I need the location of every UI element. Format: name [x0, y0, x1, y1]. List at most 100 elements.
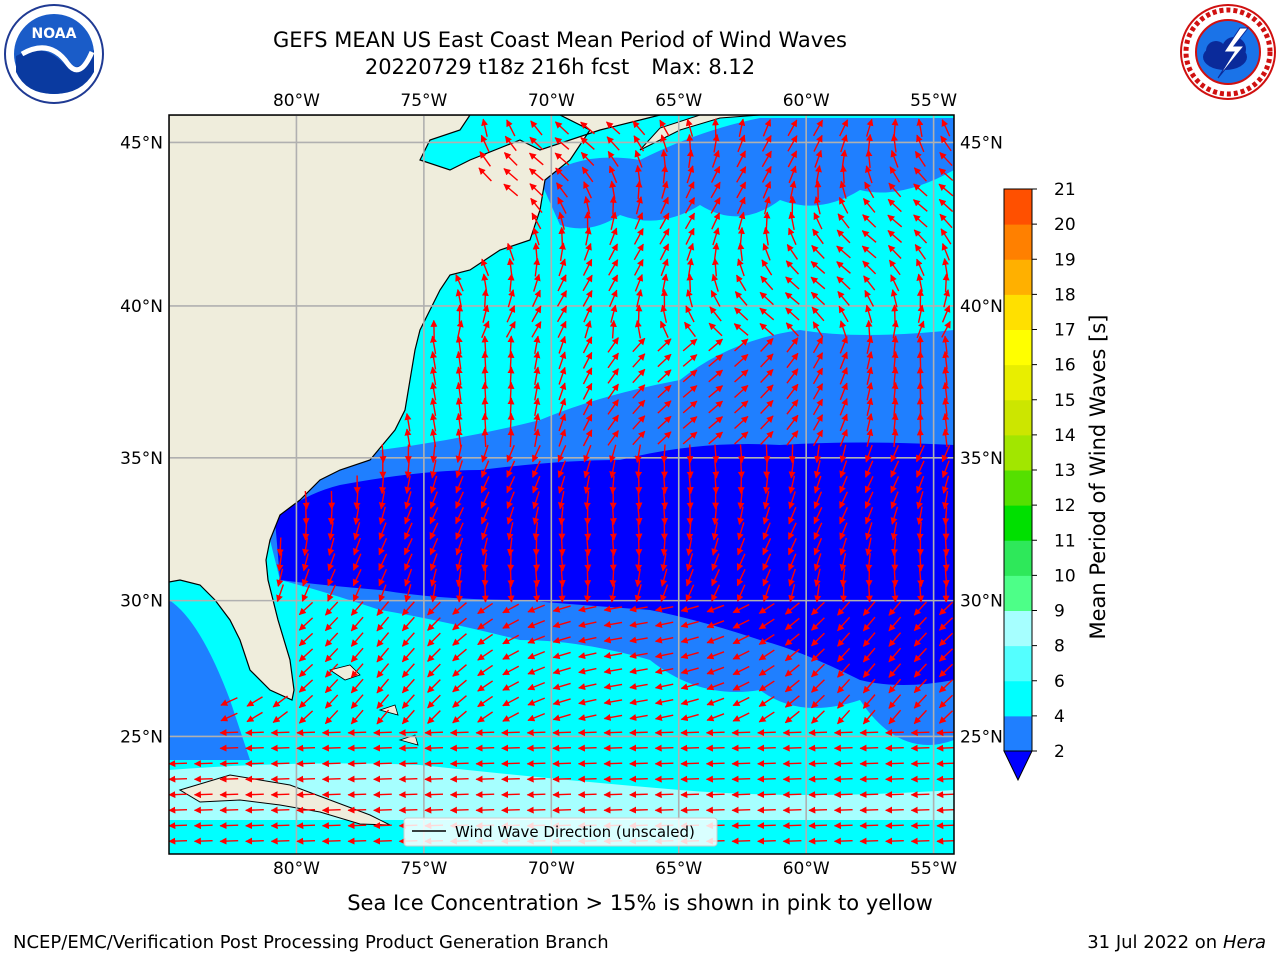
wave-direction-arrow	[321, 837, 341, 845]
wave-direction-arrow	[684, 197, 696, 214]
wave-direction-arrow	[558, 242, 566, 261]
wave-direction-arrow	[533, 366, 541, 385]
wave-direction-arrow	[786, 383, 799, 400]
wave-direction-arrow	[680, 605, 699, 613]
wave-direction-arrow	[245, 791, 264, 799]
wave-direction-arrow	[685, 181, 695, 199]
wave-direction-arrow	[609, 289, 618, 308]
wave-direction-arrow	[603, 744, 623, 752]
wave-direction-arrow	[246, 711, 263, 723]
wave-direction-arrow	[502, 665, 520, 676]
wave-direction-arrow	[270, 729, 290, 737]
wave-direction-arrow	[761, 150, 772, 168]
wave-direction-arrow	[938, 663, 954, 678]
wave-direction-arrow	[373, 760, 392, 768]
wave-direction-arrow	[429, 522, 439, 540]
wave-direction-arrow	[916, 475, 925, 494]
wave-direction-arrow	[836, 261, 851, 274]
wave-direction-arrow	[629, 621, 648, 628]
wave-direction-arrow	[578, 652, 597, 660]
wave-direction-arrow	[531, 445, 541, 463]
wave-direction-arrow	[324, 694, 339, 709]
wave-direction-arrow	[888, 647, 902, 663]
wave-direction-arrow	[527, 682, 546, 691]
lat-tick-label-left: 35°N	[120, 449, 163, 469]
wave-direction-arrow	[885, 775, 904, 783]
wave-direction-arrow	[685, 118, 694, 137]
wave-direction-arrow	[378, 506, 386, 525]
colorbar-segment	[1004, 610, 1032, 647]
wave-direction-arrow	[429, 475, 438, 494]
wave-direction-arrow	[917, 304, 925, 323]
lat-tick-label-left: 40°N	[120, 297, 163, 317]
wave-direction-arrow	[686, 149, 694, 169]
wave-direction-arrow	[582, 336, 593, 354]
wave-direction-arrow	[603, 621, 623, 628]
wave-direction-arrow	[481, 118, 489, 137]
wave-direction-arrow	[813, 134, 823, 152]
wave-direction-arrow	[270, 822, 290, 830]
wave-direction-arrow	[276, 537, 284, 557]
wave-direction-arrow	[634, 568, 642, 588]
wave-direction-arrow	[246, 696, 263, 707]
wave-direction-arrow	[916, 506, 924, 526]
wave-direction-arrow	[865, 522, 873, 541]
wave-direction-arrow	[557, 475, 566, 494]
wave-direction-arrow	[583, 305, 592, 323]
wave-direction-arrow	[376, 616, 390, 632]
colorbar-segment	[1004, 399, 1032, 436]
wave-direction-arrow	[734, 307, 749, 321]
lat-tick-label-right: 30°N	[960, 592, 1003, 612]
wave-direction-arrow	[810, 261, 826, 274]
wave-direction-arrow	[533, 257, 541, 277]
wave-direction-arrow	[429, 568, 437, 587]
wave-direction-arrow	[760, 430, 774, 446]
wave-direction-arrow	[427, 632, 441, 647]
wave-direction-arrow	[731, 822, 751, 830]
wave-direction-arrow	[321, 760, 341, 768]
wave-direction-arrow	[654, 714, 674, 721]
wave-direction-arrow	[785, 307, 800, 321]
wave-direction-arrow	[654, 683, 674, 690]
wave-direction-arrow	[737, 490, 745, 510]
wave-direction-arrow	[654, 605, 674, 613]
wave-direction-arrow	[376, 709, 390, 725]
wave-direction-arrow	[913, 616, 928, 632]
wave-direction-arrow	[940, 228, 952, 245]
wave-direction-arrow	[347, 837, 367, 845]
wave-direction-arrow	[373, 744, 392, 752]
wave-direction-arrow	[711, 257, 719, 277]
wave-direction-arrow	[941, 460, 950, 479]
wave-direction-arrow	[481, 288, 489, 308]
wave-direction-arrow	[350, 694, 364, 709]
lon-tick-label-bottom: 65°W	[655, 859, 702, 879]
wave-direction-arrow	[890, 274, 900, 292]
wave-direction-arrow	[712, 227, 720, 246]
wave-direction-arrow	[654, 775, 674, 783]
wave-direction-arrow	[430, 366, 437, 385]
wave-direction-arrow	[711, 273, 719, 292]
wave-direction-arrow	[603, 791, 623, 799]
wave-direction-arrow	[350, 601, 364, 616]
wave-direction-arrow	[936, 760, 954, 768]
colorbar-tick-label: 8	[1054, 637, 1065, 657]
wave-direction-arrow	[430, 584, 438, 603]
wave-direction-arrow	[864, 491, 874, 509]
wave-direction-arrow	[533, 428, 541, 447]
wave-direction-arrow	[455, 475, 464, 494]
wave-direction-arrow	[757, 837, 776, 845]
wave-direction-arrow	[526, 729, 546, 737]
wave-direction-arrow	[787, 119, 798, 137]
wave-direction-arrow	[936, 729, 954, 737]
wave-direction-arrow	[862, 663, 876, 678]
wave-direction-arrow	[430, 428, 437, 447]
wave-direction-arrow	[813, 537, 823, 556]
wave-direction-arrow	[373, 791, 392, 799]
nws-logo	[1180, 4, 1276, 100]
wave-direction-arrow	[784, 679, 800, 693]
wave-direction-arrow	[552, 667, 571, 675]
lat-tick-label-left: 25°N	[120, 727, 163, 747]
wave-direction-arrow	[936, 806, 954, 814]
wave-direction-arrow	[582, 367, 593, 385]
wave-direction-arrow	[219, 791, 239, 799]
